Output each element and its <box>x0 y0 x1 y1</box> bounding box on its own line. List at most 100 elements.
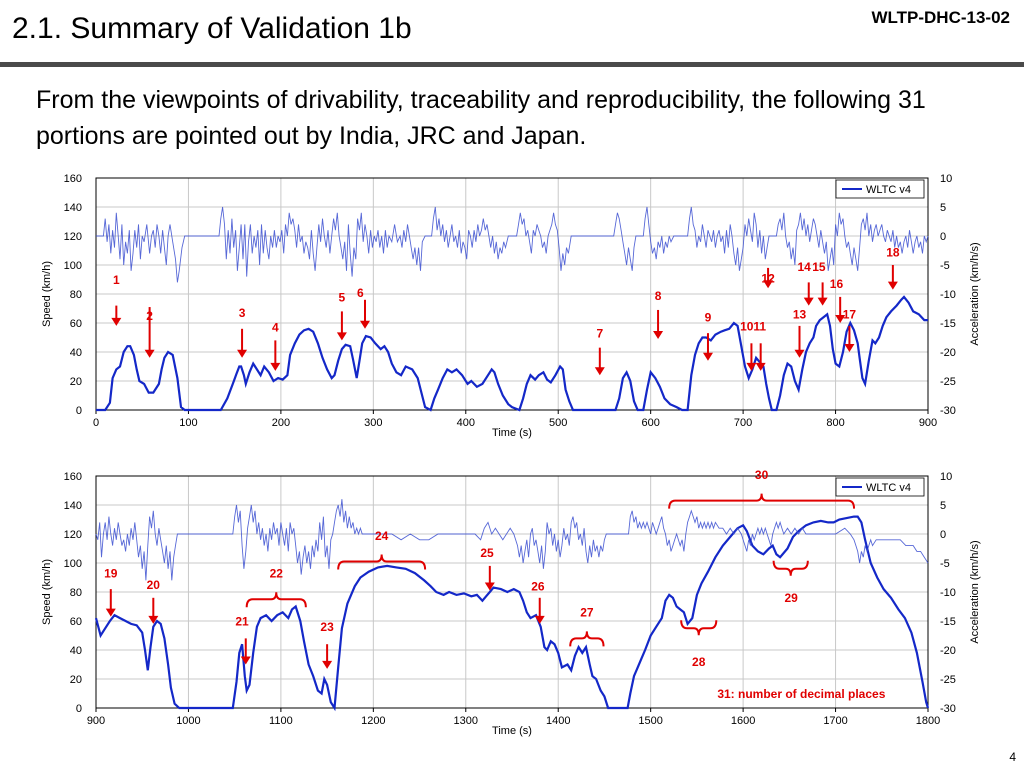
x-tick-label: 1700 <box>823 715 847 727</box>
plot-frame <box>95 177 929 411</box>
marker-arrowhead-23 <box>322 660 333 669</box>
marker-label-7: 7 <box>596 327 603 341</box>
marker-label-29: 29 <box>785 591 799 605</box>
x-tick-label: 900 <box>919 417 937 429</box>
x-tick-label: 300 <box>364 417 382 429</box>
y-tick-label: 20 <box>70 376 82 388</box>
y2-tick-label: -25 <box>940 674 956 686</box>
marker-arrowhead-15 <box>817 297 828 306</box>
marker-label-30: 30 <box>755 468 769 482</box>
y-axis-label: Speed (km/h) <box>41 261 53 327</box>
x-tick-label: 1000 <box>176 715 200 727</box>
marker-arrowhead-1 <box>111 317 122 326</box>
y-tick-label: 160 <box>64 173 82 185</box>
marker-arrowhead-12 <box>763 280 774 289</box>
x-tick-label: 1600 <box>731 715 755 727</box>
marker-bracket-22 <box>245 592 307 608</box>
y2-tick-label: -30 <box>940 703 956 715</box>
y-tick-label: 120 <box>64 529 82 541</box>
marker-label-27: 27 <box>580 606 594 620</box>
x-tick-label: 1300 <box>454 715 478 727</box>
marker-label-21: 21 <box>235 614 249 628</box>
marker-arrowhead-11 <box>755 362 766 371</box>
marker-label-19: 19 <box>104 567 118 581</box>
y-tick-label: 0 <box>76 405 82 417</box>
y2-axis-label: Acceleration (km/h/s) <box>969 242 981 345</box>
y-tick-label: 140 <box>64 500 82 512</box>
marker-bracket-30 <box>668 493 856 509</box>
marker-label-10: 10 <box>740 319 754 333</box>
marker-arrowhead-25 <box>484 582 495 591</box>
marker-label-12: 12 <box>761 271 775 285</box>
y2-axis-label: Acceleration (km/h/s) <box>969 540 981 643</box>
slide-title: 2.1. Summary of Validation 1b <box>12 12 412 45</box>
marker-bracket-29 <box>772 560 809 576</box>
y-tick-label: 80 <box>70 289 82 301</box>
x-tick-label: 1500 <box>638 715 662 727</box>
y2-tick-label: -10 <box>940 289 956 301</box>
x-tick-label: 200 <box>272 417 290 429</box>
y-tick-label: 140 <box>64 202 82 214</box>
title-divider <box>0 62 1024 67</box>
legend-label: WLTC v4 <box>866 184 911 196</box>
x-tick-label: 100 <box>179 417 197 429</box>
marker-arrowhead-16 <box>835 315 846 323</box>
y2-tick-label: 10 <box>940 471 952 483</box>
x-tick-label: 400 <box>457 417 475 429</box>
marker-label-16: 16 <box>830 277 844 291</box>
legend-label: WLTC v4 <box>866 482 911 494</box>
marker-label-11: 11 <box>753 319 766 333</box>
speed-series-line <box>94 515 930 712</box>
y-tick-label: 100 <box>64 558 82 570</box>
x-axis-label: Time (s) <box>492 427 532 439</box>
marker-label-23: 23 <box>320 620 334 634</box>
marker-arrowhead-18 <box>887 281 898 290</box>
marker-arrowhead-17 <box>844 344 855 352</box>
x-tick-label: 700 <box>734 417 752 429</box>
marker-arrowhead-13 <box>794 349 805 358</box>
marker-label-14: 14 <box>797 260 811 274</box>
y2-tick-label: -30 <box>940 405 956 417</box>
marker-bracket-27 <box>569 631 605 647</box>
marker-arrowhead-7 <box>594 367 605 376</box>
marker-label-3: 3 <box>239 306 246 320</box>
speed-chart-900-1800: 900 1000 1100 1200 1300 1400 1500 1600 1700 18000… <box>41 468 981 737</box>
y2-tick-label: -25 <box>940 376 956 388</box>
speed-series-line <box>96 295 928 412</box>
y2-tick-label: -10 <box>940 587 956 599</box>
marker-label-4: 4 <box>272 321 279 335</box>
marker-label-25: 25 <box>480 546 494 560</box>
marker-arrowhead-26 <box>534 615 545 624</box>
x-tick-label: 900 <box>87 715 105 727</box>
marker-arrowhead-9 <box>702 352 713 361</box>
x-tick-label: 500 <box>549 417 567 429</box>
marker-label-28: 28 <box>692 655 706 669</box>
acceleration-series-line <box>95 499 929 581</box>
marker-label-15: 15 <box>812 260 826 274</box>
x-tick-label: 1200 <box>361 715 385 727</box>
marker-bracket-28 <box>680 620 718 636</box>
y2-tick-label: 0 <box>940 231 946 243</box>
marker-label-1: 1 <box>113 273 120 287</box>
y2-tick-label: -20 <box>940 645 956 657</box>
marker-label-8: 8 <box>655 289 662 303</box>
y-tick-label: 80 <box>70 587 82 599</box>
marker-label-26: 26 <box>531 580 545 594</box>
y2-tick-label: -5 <box>940 558 950 570</box>
legend-box <box>835 477 925 497</box>
y2-tick-label: -15 <box>940 318 956 330</box>
x-tick-label: 0 <box>93 417 99 429</box>
marker-arrowhead-14 <box>803 297 814 306</box>
document-id: WLTP-DHC-13-02 <box>871 8 1010 27</box>
legend: WLTC v4 <box>835 477 925 497</box>
y2-tick-label: 5 <box>940 500 946 512</box>
y-tick-label: 20 <box>70 674 82 686</box>
y-tick-label: 60 <box>70 616 82 628</box>
decimal-places-note: 31: number of decimal places <box>717 687 885 701</box>
y2-tick-label: 5 <box>940 202 946 214</box>
marker-label-24: 24 <box>375 529 389 543</box>
y-tick-label: 60 <box>70 318 82 330</box>
y-tick-label: 40 <box>70 347 82 359</box>
marker-arrowhead-2 <box>144 349 155 358</box>
marker-label-17: 17 <box>843 308 857 322</box>
